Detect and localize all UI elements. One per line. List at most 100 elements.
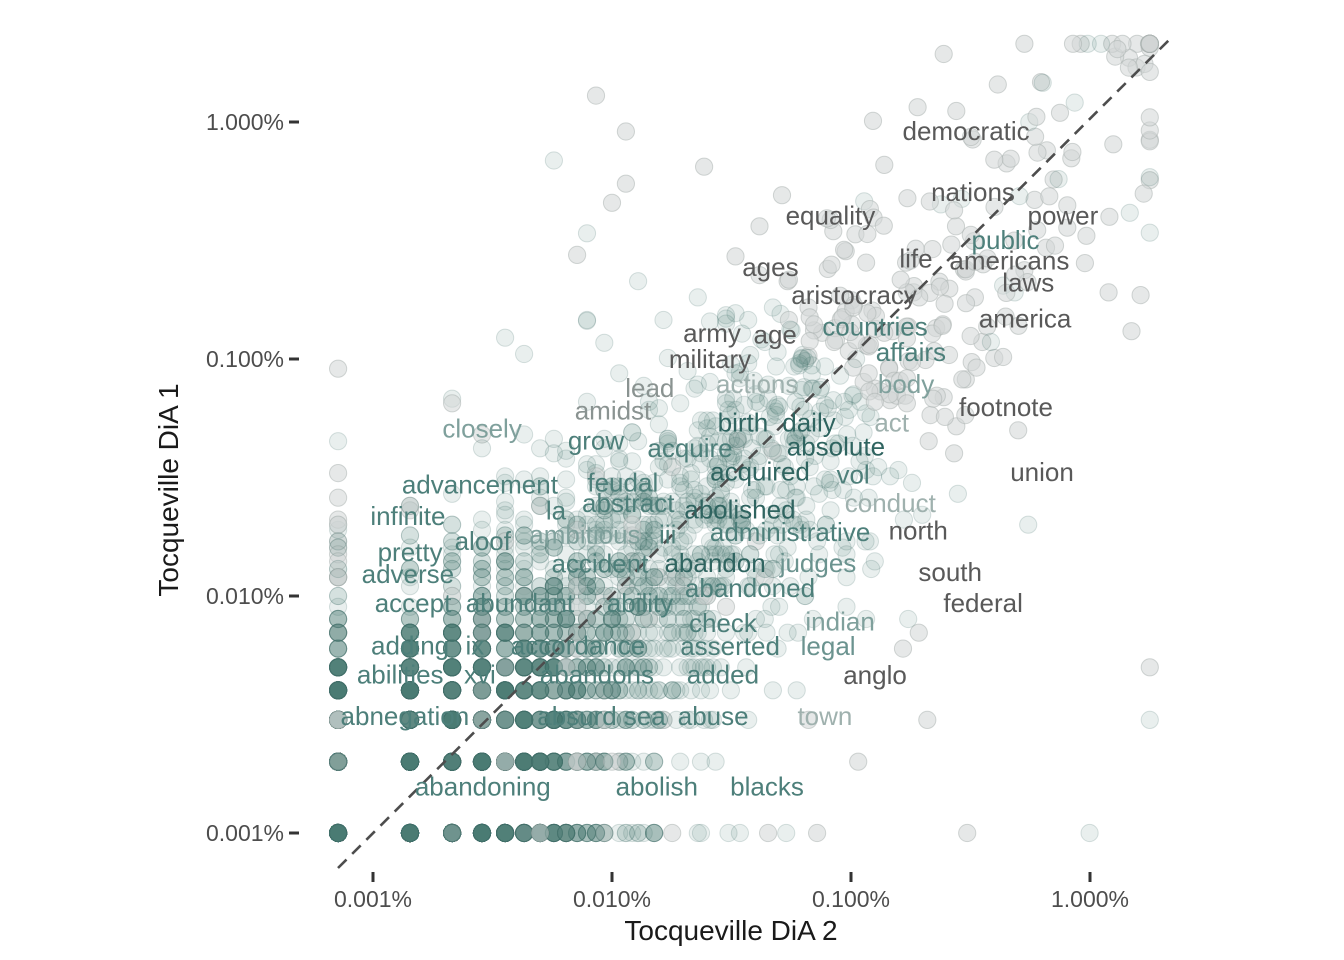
word-label: iii (659, 519, 676, 549)
cloud-point (400, 823, 420, 843)
cloud-point (645, 823, 664, 843)
cloud-point (691, 545, 711, 564)
point-cloud (329, 34, 1159, 843)
cloud-point (874, 216, 893, 235)
cloud-point (400, 623, 420, 642)
cloud-point (1049, 170, 1068, 189)
word-label: equality (786, 200, 876, 230)
word-label: asserted (680, 631, 780, 661)
cloud-point (515, 658, 534, 677)
word-label: conduct (845, 488, 937, 518)
cloud-point (755, 332, 774, 352)
cloud-point (472, 752, 492, 771)
cloud-point (496, 681, 515, 700)
cloud-point (1033, 73, 1052, 92)
cloud-point (544, 823, 564, 843)
cloud-point (329, 658, 348, 677)
cloud-point (1140, 710, 1159, 730)
cloud-point (1080, 823, 1099, 843)
cloud-point (443, 559, 462, 579)
word-label: added (687, 659, 759, 689)
cloud-point (616, 122, 636, 141)
cloud-point (544, 151, 564, 170)
cloud-point (623, 423, 642, 442)
word-label: abuse (678, 701, 749, 731)
cloud-point (918, 710, 937, 730)
cloud-point (472, 752, 492, 771)
word-label: ix (466, 631, 485, 661)
cloud-point (329, 597, 348, 616)
word-label: nations (931, 177, 1015, 207)
y-tick-label: 0.010% (206, 583, 284, 609)
cloud-point (544, 623, 564, 642)
cloud-point (400, 639, 420, 658)
cloud-point (602, 609, 622, 629)
cloud-point (700, 427, 720, 446)
cloud-point (961, 326, 980, 346)
cloud-point (786, 488, 805, 507)
cloud-point (531, 639, 550, 658)
cloud-point (639, 532, 659, 551)
cloud-point (443, 623, 462, 642)
word-label: abandoning (415, 772, 551, 802)
cloud-point (400, 752, 420, 771)
cloud-point (577, 752, 597, 771)
cloud-point (739, 354, 758, 373)
word-label: town (797, 701, 852, 731)
cloud-point (616, 174, 636, 193)
cloud-point (945, 444, 964, 463)
cloud-point (865, 552, 884, 571)
cloud-point (515, 710, 534, 730)
cloud-point (443, 681, 462, 700)
cloud-point (329, 658, 348, 677)
cloud-point (531, 467, 550, 486)
cloud-point (472, 752, 492, 771)
cloud-point (1134, 184, 1153, 203)
cloud-point (750, 217, 769, 236)
cloud-point (859, 364, 878, 383)
cloud-point (1131, 286, 1150, 305)
cloud-point (787, 477, 806, 496)
cloud-point (629, 658, 648, 677)
cloud-point (595, 752, 614, 771)
word-label: age (754, 319, 797, 349)
cloud-point (935, 294, 954, 313)
word-label: acquired (710, 456, 810, 486)
cloud-point (1027, 107, 1046, 126)
cloud-point (908, 98, 927, 117)
cloud-point (329, 609, 348, 629)
cloud-point (400, 609, 420, 629)
cloud-point (472, 586, 492, 606)
word-label: adding (371, 631, 449, 661)
cloud-point (496, 623, 515, 642)
cloud-point (329, 639, 348, 658)
cloud-point (496, 710, 515, 730)
cloud-point (531, 752, 550, 771)
word-label: grow (568, 425, 625, 455)
cloud-point (735, 395, 754, 414)
cloud-point (577, 823, 597, 843)
cloud-point (557, 449, 576, 468)
cloud-point (634, 480, 653, 500)
word-label: closely (442, 413, 521, 443)
cloud-point (1050, 103, 1070, 122)
x-tick-label: 0.100% (812, 886, 890, 912)
cloud-point (496, 568, 515, 587)
cloud-point (763, 298, 783, 317)
cloud-point (639, 538, 659, 557)
cloud-point (988, 75, 1007, 94)
cloud-point (577, 577, 597, 596)
cloud-point (443, 532, 462, 551)
cloud-point (691, 444, 711, 463)
cloud-point (443, 623, 462, 642)
cloud-point (985, 150, 1004, 169)
word-label: accident (551, 549, 649, 579)
cloud-point (629, 272, 648, 291)
cloud-point (671, 467, 690, 486)
cloud-point (472, 538, 492, 557)
cloud-point (790, 423, 809, 442)
cloud-point (1140, 62, 1159, 82)
cloud-point (1063, 34, 1083, 53)
cloud-point (800, 332, 819, 351)
word-label: ages (742, 252, 798, 282)
